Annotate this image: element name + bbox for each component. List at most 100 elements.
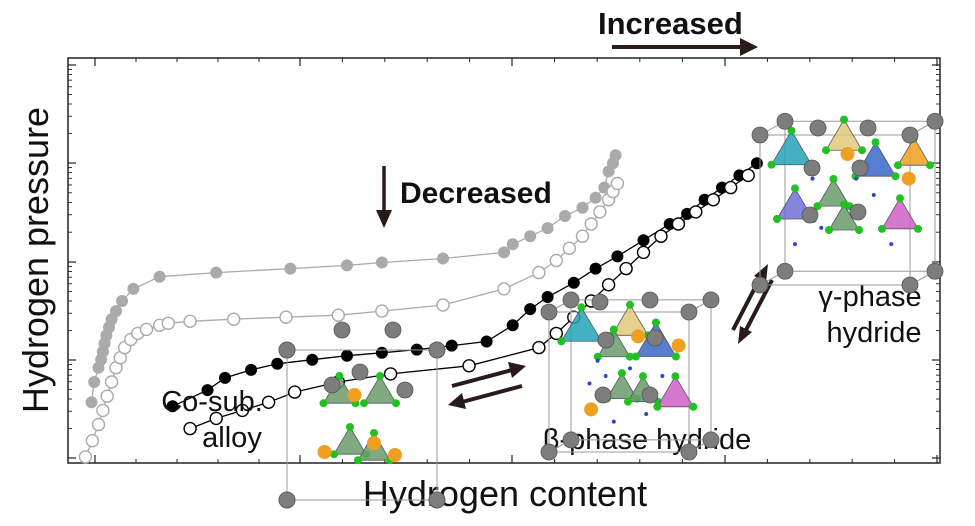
metal-atom	[540, 443, 558, 461]
series-gray-filled	[85, 149, 622, 409]
site-dot	[810, 176, 815, 181]
data-point	[445, 339, 458, 352]
data-point	[161, 316, 176, 330]
hydrogen-atom	[631, 352, 640, 361]
metal-atom	[926, 262, 944, 280]
co-sub-label-line2: alloy	[202, 422, 262, 454]
data-point	[611, 250, 624, 263]
metal-atom	[859, 119, 877, 137]
data-point	[462, 359, 476, 373]
data-point	[524, 303, 537, 316]
hydrogen-atom	[825, 226, 833, 234]
data-point	[436, 298, 450, 312]
data-point	[637, 234, 650, 247]
x-axis-label: Hydrogen content	[363, 473, 647, 514]
data-point	[279, 310, 293, 324]
data-point	[671, 217, 686, 231]
hydrogen-atom	[577, 303, 586, 312]
metal-atom	[702, 431, 720, 449]
cobalt-atom	[367, 436, 381, 450]
site-dot	[603, 373, 608, 378]
hydrogen-atom	[626, 300, 634, 309]
hydrogen-atom	[638, 372, 647, 381]
data-point	[589, 262, 602, 275]
hydrogen-atom	[671, 352, 680, 361]
data-point	[559, 210, 571, 222]
hydrogen-atom	[896, 194, 904, 203]
data-point	[567, 276, 580, 289]
data-point	[306, 353, 319, 366]
hydrogen-atom	[894, 161, 902, 170]
data-point	[741, 168, 755, 183]
metal-atom	[901, 276, 919, 294]
hydrogen-atom	[840, 115, 848, 124]
metal-atom	[776, 112, 794, 130]
data-point	[153, 270, 166, 283]
data-point	[524, 230, 537, 243]
metal-atom	[428, 341, 446, 359]
hydrogen-atom	[914, 224, 922, 233]
data-point	[609, 149, 622, 162]
tetrahedron-shape	[656, 375, 695, 408]
site-dot	[628, 366, 632, 371]
site-dot	[793, 242, 797, 247]
data-point	[271, 357, 284, 370]
metal-atom	[641, 386, 659, 404]
data-point	[166, 400, 179, 413]
metal-atom	[333, 321, 351, 339]
cobalt-atom	[840, 147, 855, 161]
metal-atom	[751, 126, 769, 144]
metal-atom	[396, 381, 414, 399]
data-point	[506, 319, 519, 332]
hydrogen-atom	[319, 399, 328, 408]
data-point	[331, 308, 345, 322]
series-gray-open	[78, 176, 625, 464]
data-point	[100, 389, 114, 403]
site-dot	[595, 358, 600, 363]
cobalt-atom	[671, 338, 686, 353]
hydrogen-atom	[689, 402, 698, 411]
data-point	[209, 411, 223, 426]
metal-atom	[594, 386, 612, 404]
cobalt-atom	[388, 448, 402, 462]
data-point	[284, 262, 297, 275]
metal-atom	[901, 126, 919, 144]
hydrogen-atom	[335, 372, 344, 380]
hydrogen-atom	[878, 224, 886, 233]
data-point	[127, 282, 140, 295]
data-point	[562, 241, 577, 256]
hydrogen-atom	[346, 423, 354, 431]
metal-atom	[591, 293, 609, 311]
data-point	[116, 295, 129, 307]
data-point	[532, 265, 546, 280]
data-point	[497, 282, 511, 296]
metal-atom	[849, 203, 867, 221]
hydrogen-atom	[773, 215, 781, 223]
increased-label: Increased	[598, 6, 743, 41]
metal-atom	[562, 431, 580, 449]
site-dot	[587, 381, 592, 386]
equilibrium-arrows-right	[731, 264, 774, 344]
hydrogen-atom	[871, 138, 880, 147]
y-axis-label: Hydrogen pressure	[15, 107, 56, 413]
tetrahedron-shape	[611, 303, 649, 336]
hydrogen-atom	[855, 226, 863, 234]
data-point	[541, 291, 554, 303]
hydrogen-atom	[653, 402, 662, 411]
decreased-label: Decreased	[400, 177, 552, 210]
data-point	[601, 278, 616, 292]
metal-atom	[702, 291, 720, 309]
cobalt-atom	[631, 329, 646, 344]
data-point	[654, 229, 668, 243]
site-dot	[854, 176, 859, 181]
metal-atom	[751, 276, 769, 294]
metal-atom	[926, 112, 944, 130]
gamma-phase-structure-icon	[751, 112, 944, 294]
metal-atom	[851, 159, 869, 177]
data-point	[610, 176, 625, 191]
hydrogen-atom	[767, 160, 776, 169]
metal-atom	[428, 491, 446, 509]
hydrogen-atom	[370, 429, 378, 437]
metal-atom	[597, 331, 615, 349]
